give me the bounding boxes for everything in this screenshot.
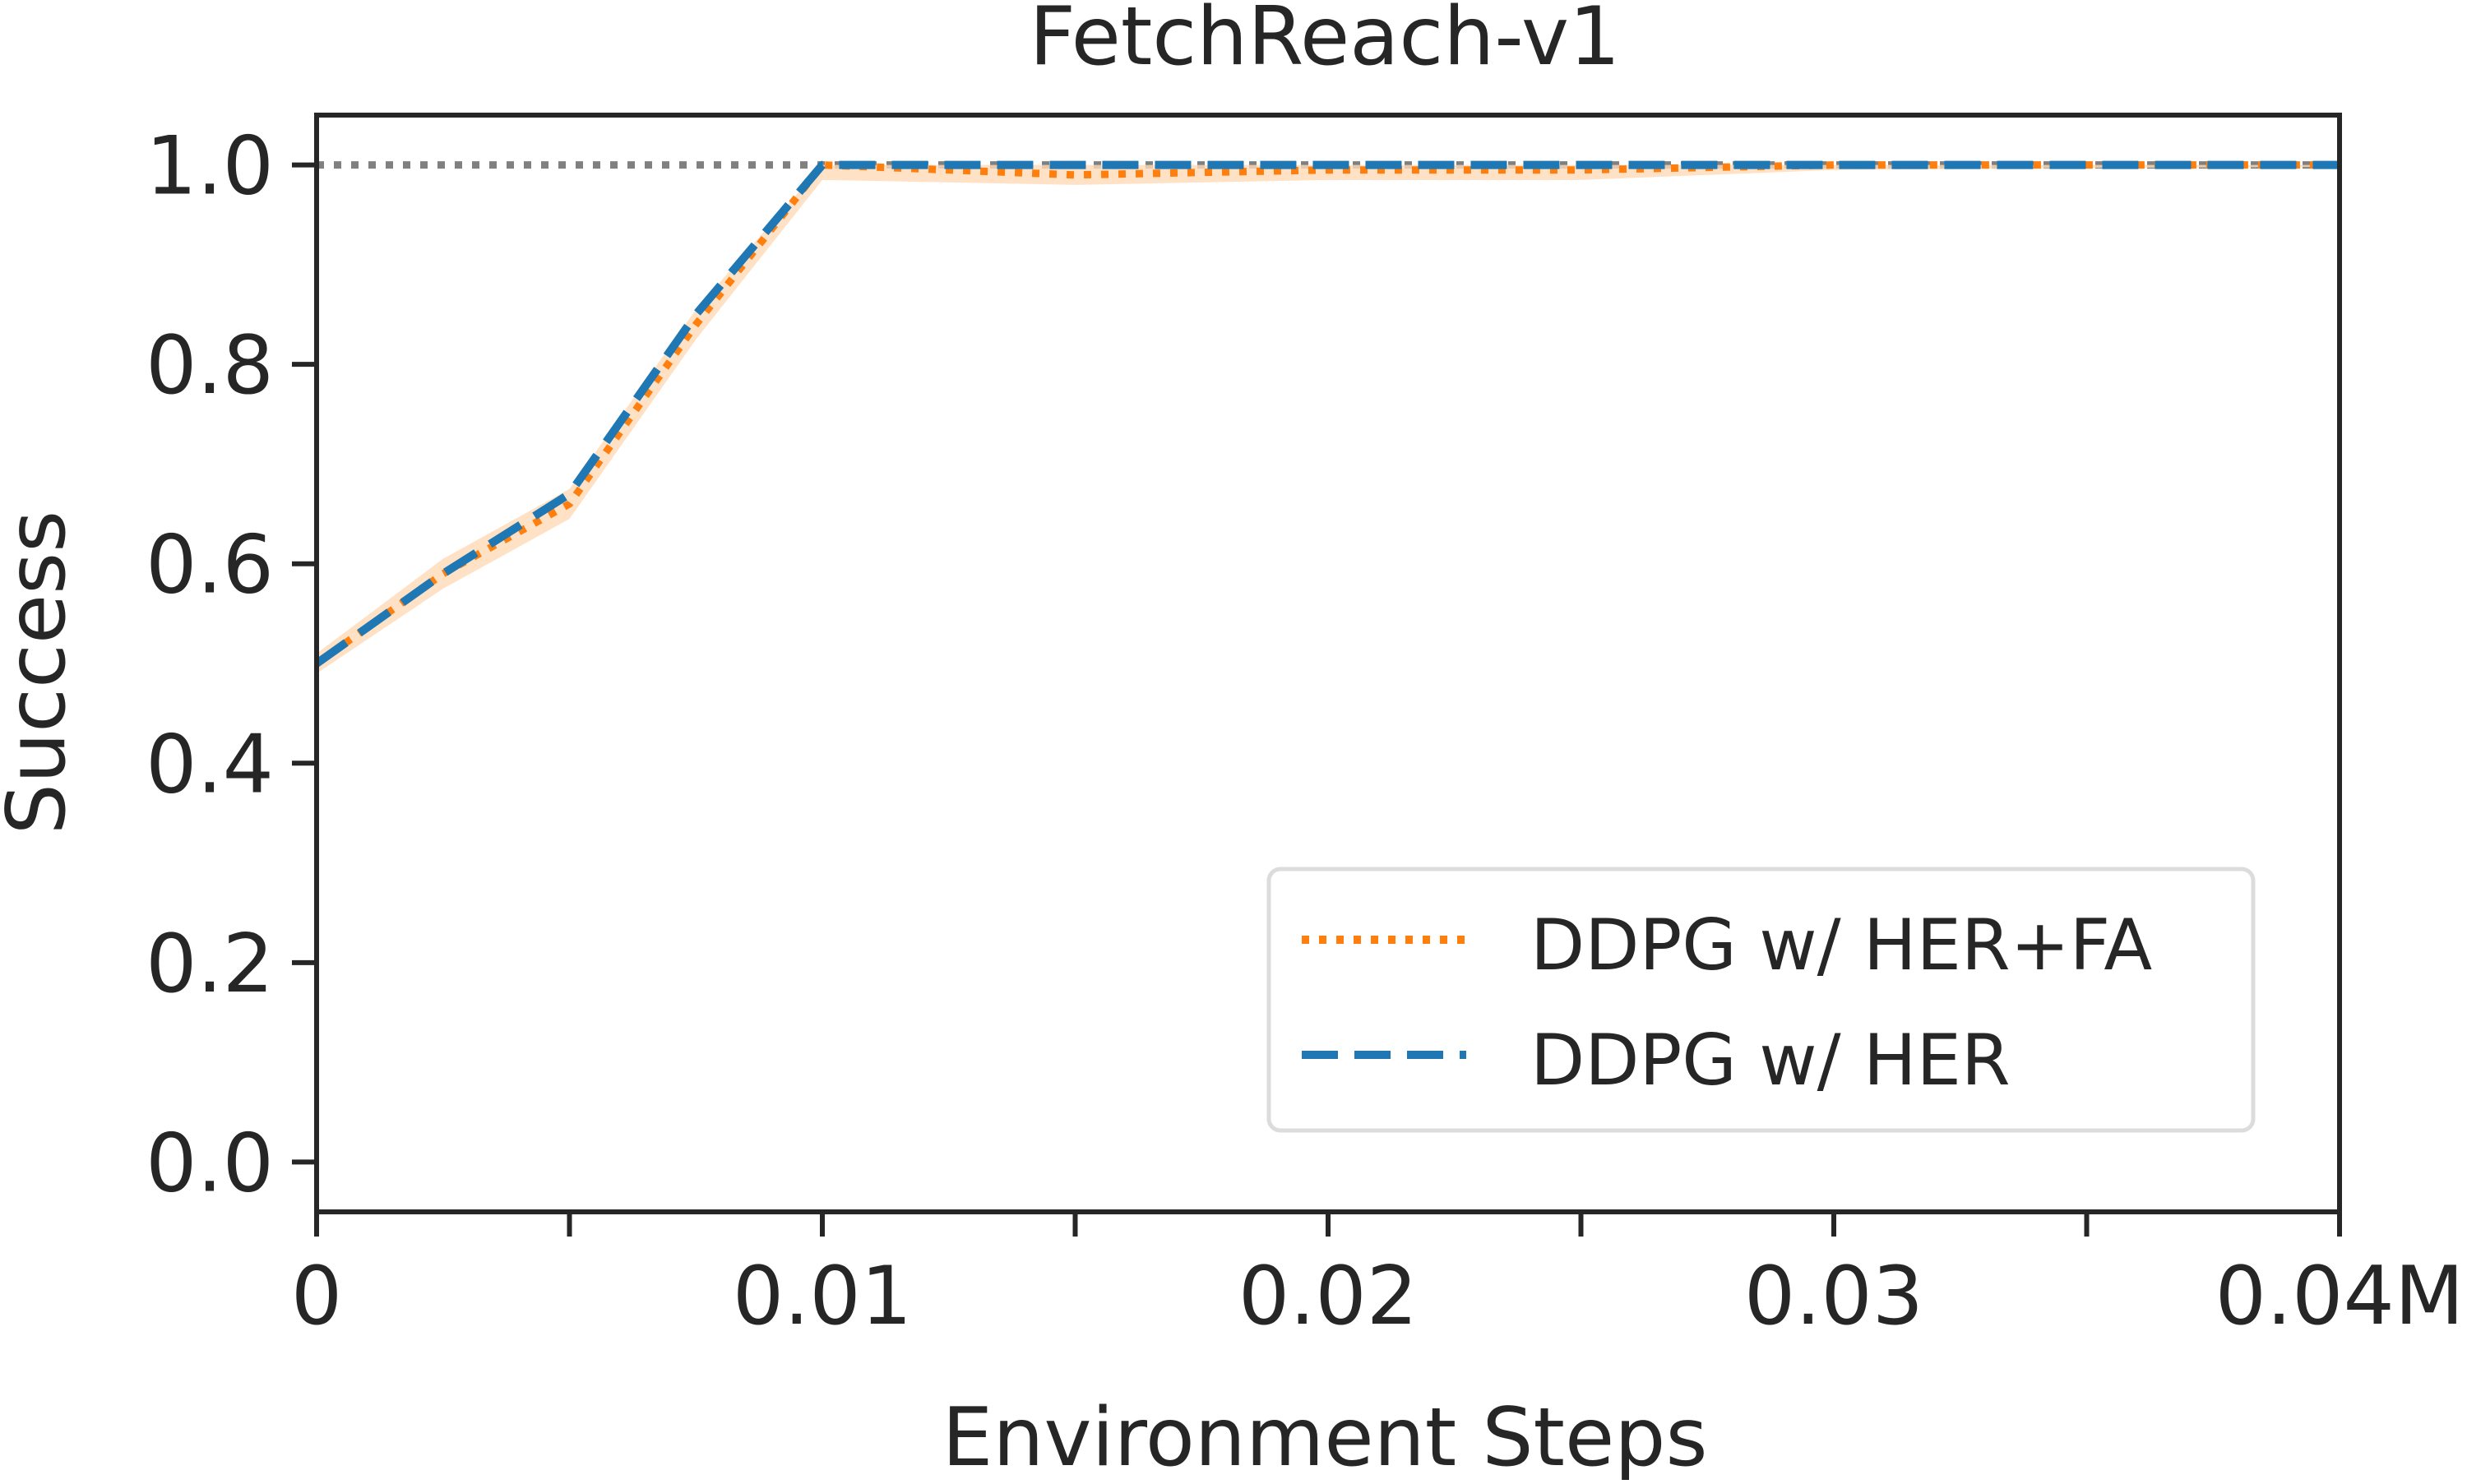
y-tick-label: 0.8: [146, 319, 274, 413]
x-axis-label: Environment Steps: [942, 1391, 1707, 1480]
x-tick-label: 0.01: [733, 1250, 912, 1343]
x-tick-label: 0.04M: [2215, 1250, 2465, 1343]
y-tick-label: 0.0: [146, 1116, 274, 1210]
y-tick-label: 0.2: [146, 918, 274, 1011]
x-tick-label: 0: [291, 1250, 342, 1343]
series-0-line: [317, 161, 2340, 667]
x-tick-label: 0.03: [1744, 1250, 1923, 1343]
chart-title: FetchReach-v1: [1030, 0, 1621, 84]
axes: 0 0.01 0.02 0.03 0.04M 0.0 0.2 0.4 0.6 0.8 1.0: [146, 113, 2465, 1343]
legend-label-1: DDPG w/ HER: [1530, 1019, 2011, 1102]
legend: DDPG w/ HER+FA DDPG w/ HER: [1266, 867, 2256, 1133]
legend-label-0: DDPG w/ HER+FA: [1530, 904, 2152, 987]
legend-box: [1266, 867, 2256, 1133]
y-tick-label: 0.4: [146, 718, 274, 811]
y-axis-label: Success: [0, 511, 84, 835]
y-tick-label: 1.0: [146, 120, 274, 214]
y-tick-label: 0.6: [146, 519, 274, 613]
plot-area: [317, 160, 2340, 674]
series-1-line: [317, 160, 2340, 668]
x-tick-label: 0.02: [1238, 1250, 1418, 1343]
